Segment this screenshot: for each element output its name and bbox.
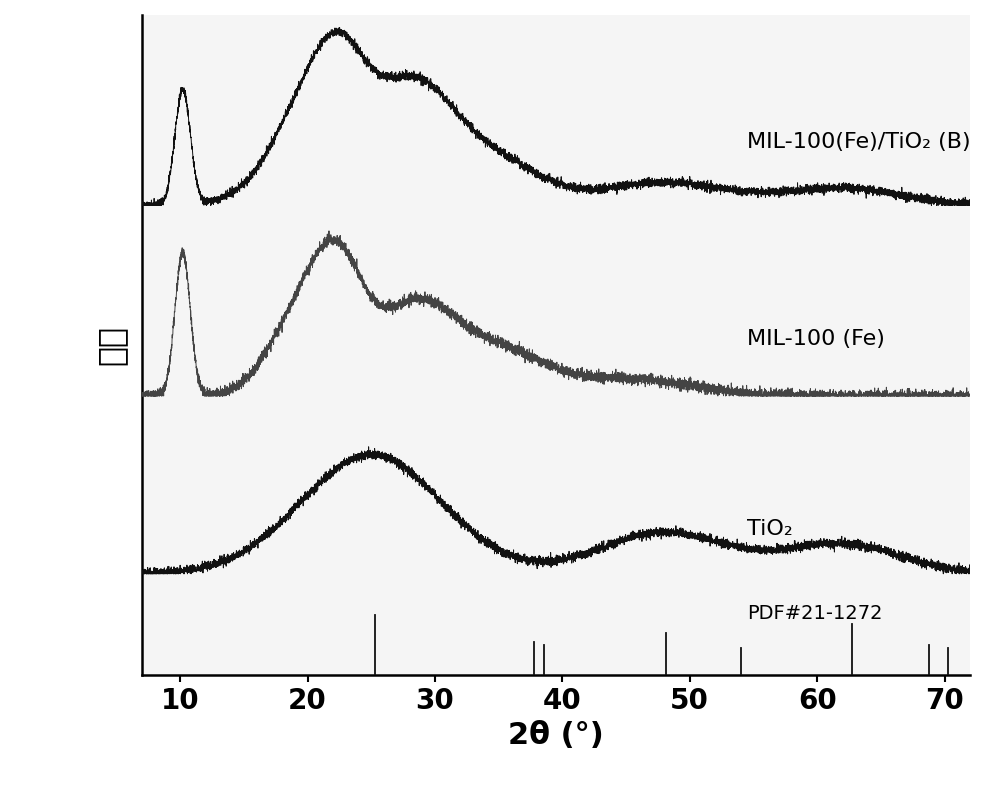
Text: MIL-100(Fe)/TiO₂ (B): MIL-100(Fe)/TiO₂ (B) bbox=[747, 132, 971, 152]
Text: TiO₂: TiO₂ bbox=[747, 519, 793, 539]
Text: MIL-100 (Fe): MIL-100 (Fe) bbox=[747, 329, 885, 349]
X-axis label: 2θ (°): 2θ (°) bbox=[508, 720, 604, 749]
Text: PDF#21-1272: PDF#21-1272 bbox=[747, 605, 883, 623]
Y-axis label: 强度: 强度 bbox=[95, 325, 128, 365]
